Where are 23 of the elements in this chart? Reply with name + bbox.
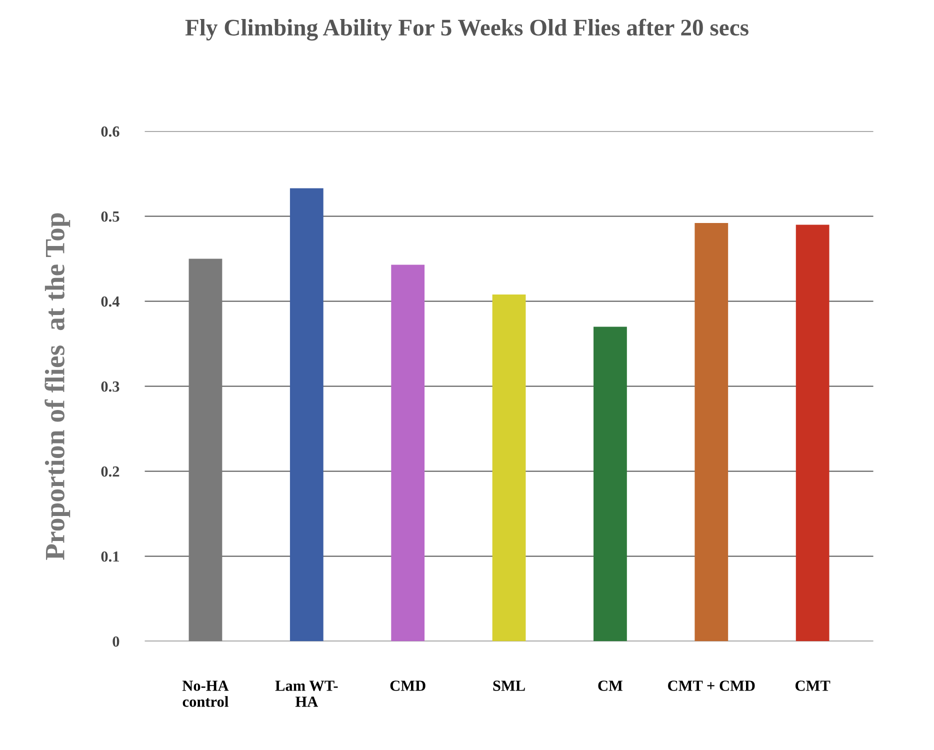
y-tick-label: 0.5 bbox=[101, 211, 120, 222]
bar bbox=[694, 223, 728, 642]
bar bbox=[290, 188, 324, 642]
x-tick-label: CMT + CMD bbox=[668, 680, 755, 691]
x-tick-label: SML bbox=[493, 680, 525, 691]
x-tick-label: CMT bbox=[796, 680, 830, 691]
y-tick-label: 0.3 bbox=[101, 381, 120, 392]
chart-title: Fly Climbing Ability For 5 Weeks Old Flies after 20 secs bbox=[185, 18, 748, 41]
bar bbox=[594, 326, 627, 642]
bar bbox=[188, 258, 222, 642]
bar bbox=[796, 224, 830, 642]
x-tick-label: CM bbox=[598, 680, 622, 691]
y-tick-label: 0 bbox=[112, 636, 120, 647]
bar bbox=[492, 294, 526, 642]
x-tick-label: Lam WT- HA bbox=[275, 680, 338, 707]
y-axis-title: Proportion of flies at the Top bbox=[44, 213, 70, 560]
y-tick-label: 0.4 bbox=[101, 296, 120, 307]
y-tick-label: 0.1 bbox=[101, 551, 119, 562]
x-tick-label: CMD bbox=[390, 680, 426, 691]
y-tick-label: 0.6 bbox=[101, 126, 120, 137]
y-tick-label: 0.2 bbox=[101, 466, 120, 477]
x-tick-label: No-HA control bbox=[182, 680, 229, 707]
bar bbox=[391, 264, 425, 642]
